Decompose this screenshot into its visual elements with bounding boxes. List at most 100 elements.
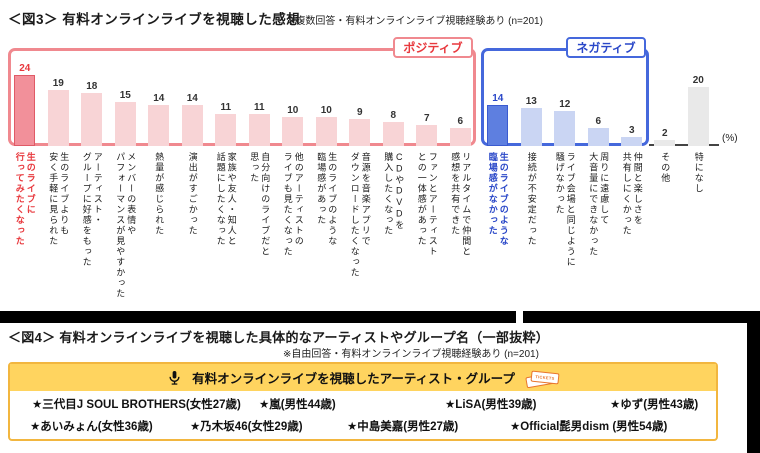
fig3-title: ＜図3＞ 有料オンラインライブを視聴した感想 (8, 12, 301, 27)
bar (416, 125, 438, 146)
bar-value: 13 (525, 95, 537, 107)
artist-entry: ★あいみょん(女性36歳) (30, 421, 153, 433)
bar-value: 6 (595, 116, 602, 128)
bar-column: 8 CDやDVDを 購入したくなった (377, 56, 411, 317)
bar-column: 19 生のライブよりも 安く手軽に見られた (42, 56, 76, 317)
bar-zone: 3 (621, 56, 643, 146)
bar-zone: 7 (416, 56, 438, 146)
bar-label: 接続が不安定だった (526, 152, 537, 247)
bar-zone: 15 (114, 56, 136, 146)
bar-label: 生のライブのような 臨場感がなかった (487, 152, 509, 247)
ticket-shape: TICKETS (530, 370, 560, 384)
bar-column: 20 特になし (682, 56, 716, 317)
bar-value: 20 (692, 75, 704, 86)
bar-column: 2 その他 (648, 56, 682, 317)
positive-tag: ポジティブ (393, 37, 473, 58)
bar-value: 11 (253, 101, 265, 113)
bar-label: 特になし (693, 152, 704, 194)
bar-value: 15 (119, 89, 131, 101)
bar-column: 11 家族や友人・知人と 話題にしたくなった (209, 56, 243, 317)
bar (687, 87, 709, 146)
bar-value: 2 (661, 128, 668, 140)
bar-zone: 10 (315, 56, 337, 146)
bar-column: 12 ライブ会場と同じように 騒げなかった (548, 56, 582, 317)
bar-label: 周りに遠慮して 大音量にできなかった (588, 152, 610, 257)
bar-zone: 20 (687, 56, 709, 146)
negative-bars-group: 14 生のライブのような 臨場感がなかった 13 接続が不安定だった 12 ライブ会場と同… (481, 56, 649, 317)
microphone-icon (167, 370, 182, 385)
bar-value: 14 (492, 92, 504, 104)
bar-zone: 6 (449, 56, 471, 146)
bar-label: ライブ会場と同じように 騒げなかった (554, 152, 576, 268)
bar-value: 19 (52, 77, 64, 89)
bar-value: 3 (628, 125, 635, 137)
bar-label: 家族や友人・知人と 話題にしたくなった (215, 152, 237, 247)
bar-value: 9 (356, 107, 363, 119)
bar-value: 11 (220, 101, 232, 113)
percent-unit-label: (%) (722, 133, 738, 144)
bar-zone: 10 (282, 56, 304, 146)
bar-zone: 13 (520, 56, 542, 146)
bar-column: 13 接続が不安定だった (515, 56, 549, 317)
bar-value: 14 (153, 92, 165, 104)
bar (215, 113, 237, 146)
bar-label: 仲間と楽しさを 共有しにくかった (621, 152, 643, 236)
bar-column: 14 演出がすごかった (176, 56, 210, 317)
bar-label: 自分向けのライブだと 思った (249, 152, 271, 257)
bar-value: 7 (423, 113, 430, 125)
bar-label: リアルタイムで仲間と 感想を共有できた (450, 152, 472, 257)
bar-value: 14 (186, 92, 198, 104)
bar (382, 122, 404, 146)
artist-box-title: 有料オンラインライブを視聴したアーティスト・グループ (192, 372, 515, 386)
bar (81, 92, 103, 146)
bar-label: メンバーの表情や パフォーマンスが見やすかった (115, 152, 137, 299)
bar-label: ファンとアーティスト との一体感があった (416, 152, 438, 257)
bar (520, 107, 542, 146)
bar (114, 101, 136, 146)
artist-entry: ★Official髭男dism (男性54歳) (510, 421, 668, 433)
bar-value: 12 (559, 98, 571, 110)
artist-entry: ★三代目J SOUL BROTHERS(女性27歳) (32, 399, 241, 411)
bar-label: 生のライブに 行ってみたくなった (14, 152, 36, 247)
positive-bars-group: 24 生のライブに 行ってみたくなった 19 生のライブよりも 安く手軽に見られた 18… (8, 56, 477, 317)
positive-group-frame (8, 48, 476, 146)
bar-column: 18 アーティスト・ グループに好感をもった (75, 56, 109, 317)
bar (449, 128, 471, 146)
bar-zone: 24 (14, 56, 36, 146)
bar (47, 89, 69, 146)
bar (282, 116, 304, 146)
artist-entry: ★嵐(男性44歳) (259, 399, 336, 411)
artist-list-body: ★三代目J SOUL BROTHERS(女性27歳) ★嵐(男性44歳) ★LiSA… (10, 391, 716, 440)
bar-label: アーティスト・ グループに好感をもった (81, 152, 103, 268)
bar-column: 14 熱量が感じられた (142, 56, 176, 317)
bar-zone: 19 (47, 56, 69, 146)
bar-value: 10 (320, 104, 332, 116)
section-divider-band (0, 311, 760, 323)
bar (315, 116, 337, 146)
artist-entry: ★ゆず(男性43歳) (610, 399, 699, 411)
bar-value: 6 (457, 116, 464, 128)
bar-label: 生のライブよりも 安く手軽に見られた (48, 152, 70, 247)
bar-value: 18 (86, 80, 98, 92)
bar-label: 音源を音楽アプリで ダウンロードしたくなった (349, 152, 371, 278)
fig4-note: ※自由回答・有料オンラインライブ視聴経験あり (n=201) (283, 349, 539, 360)
bar-zone: 14 (181, 56, 203, 146)
other-bars-group: 2 その他 20 特になし (648, 56, 715, 317)
artist-entry: ★乃木坂46(女性29歳) (190, 421, 303, 433)
bar-column: 10 他のアーティストの ライブも見たくなった (276, 56, 310, 317)
bar-column: 9 音源を音楽アプリで ダウンロードしたくなった (343, 56, 377, 317)
bar-column: 6 リアルタイムで仲間と 感想を共有できた (444, 56, 478, 317)
other-axis-line (649, 144, 719, 146)
bar (654, 140, 676, 146)
bar-value: 8 (390, 110, 397, 122)
negative-tag: ネガティブ (566, 37, 646, 58)
right-border-strip (747, 311, 760, 453)
bar-zone: 14 (487, 56, 509, 146)
bar (181, 104, 203, 146)
bar-zone: 12 (554, 56, 576, 146)
bar-zone: 11 (248, 56, 270, 146)
bar (621, 137, 643, 146)
bar-label: 他のアーティストの ライブも見たくなった (282, 152, 304, 257)
bar (487, 104, 509, 146)
bar (14, 75, 36, 146)
